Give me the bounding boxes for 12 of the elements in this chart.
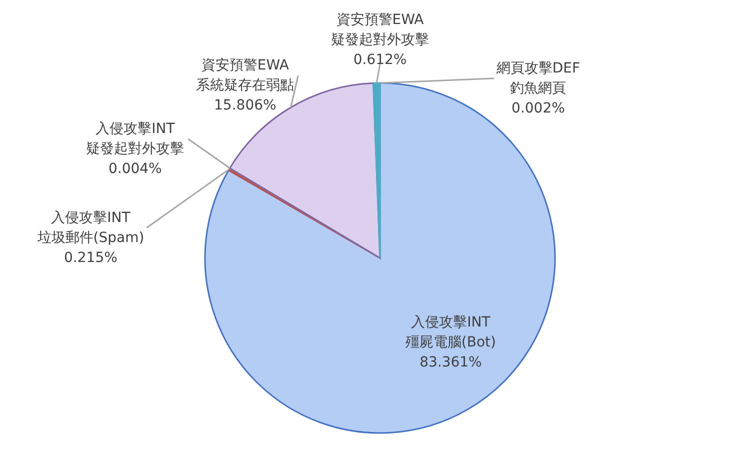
data-label: 0.002% [512,100,565,116]
slice-label: 資安預警EWA 疑發起對外攻擊 [331,12,429,48]
slice-label: 入侵攻擊INT 垃圾郵件(Spam) [36,210,144,246]
slice-label: 入侵攻擊INT 殭屍電腦(Bot) [405,314,496,350]
data-label: 0.004% [108,160,162,177]
slice-label: 網頁攻擊DEF 釣魚網頁 [495,60,580,96]
data-label: 0.215% [64,250,118,266]
data-label: 15.806% [214,97,276,114]
data-label: 83.361% [420,354,482,370]
slice-label: 入侵攻擊INT 疑發起對外攻擊 [86,120,184,157]
slice-label: 資安預警EWA 系統疑存在弱點 [196,57,294,94]
data-label: 0.612% [353,52,407,68]
